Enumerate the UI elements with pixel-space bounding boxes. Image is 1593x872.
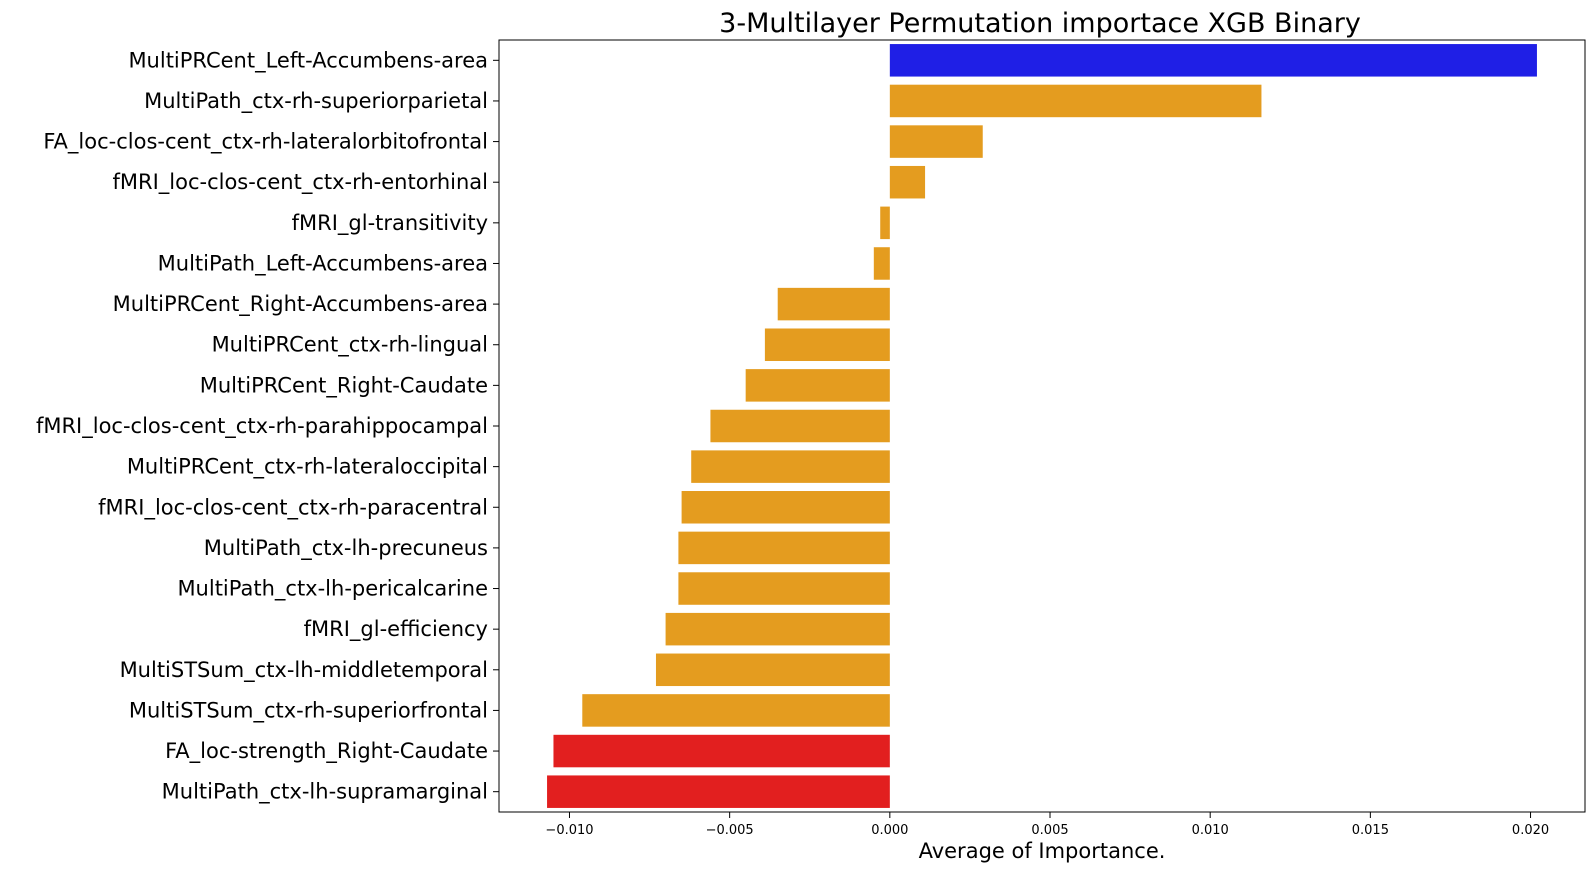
category-label: MultiPath_Left-Accumbens-area	[158, 251, 488, 276]
category-label: fMRI_loc-clos-cent_ctx-rh-parahippocampa…	[36, 414, 488, 439]
bar-6	[873, 247, 890, 280]
category-label: MultiPath_ctx-lh-supramarginal	[162, 780, 488, 805]
category-label: MultiPRCent_Right-Accumbens-area	[113, 292, 488, 317]
category-label: fMRI_gl-efficiency	[304, 617, 488, 642]
category-label: MultiPath_ctx-lh-pericalcarine	[177, 577, 488, 602]
bar-17	[582, 694, 890, 727]
x-tick-label: −0.010	[545, 823, 593, 838]
x-tick-label: 0.005	[1031, 823, 1068, 838]
x-tick-label: 0.000	[871, 823, 908, 838]
bar-4	[889, 165, 926, 199]
category-label: MultiSTSum_ctx-rh-superiorfrontal	[129, 698, 488, 723]
bar-3	[889, 125, 983, 158]
bar-10	[710, 409, 890, 443]
category-label: FA_loc-clos-cent_ctx-rh-lateralorbitofro…	[43, 130, 488, 155]
x-tick-label: 0.020	[1512, 823, 1549, 838]
x-axis-ticks: −0.010 −0.005 0.000 0.005 0.010 0.015 0.020	[545, 812, 1549, 838]
chart-title: 3-Multilayer Permutation importace XGB B…	[719, 8, 1361, 39]
bar-16	[655, 653, 890, 687]
bar-11	[691, 450, 890, 483]
category-label: MultiPRCent_Left-Accumbens-area	[128, 48, 488, 73]
bars-group	[547, 44, 1537, 808]
category-labels: MultiPRCent_Left-Accumbens-area MultiPath…	[36, 48, 499, 805]
bar-14	[678, 572, 890, 605]
category-label: MultiPRCent_ctx-rh-lateraloccipital	[127, 455, 488, 480]
category-label: MultiPath_ctx-lh-precuneus	[204, 536, 488, 561]
bar-12	[681, 491, 890, 524]
x-tick-label: −0.005	[706, 823, 754, 838]
category-label: fMRI_loc-clos-cent_ctx-rh-entorhinal	[112, 170, 488, 195]
bar-2	[889, 84, 1262, 118]
x-axis-label: Average of Importance.	[919, 839, 1166, 863]
bar-18	[553, 734, 890, 768]
bar-8	[764, 328, 890, 361]
category-label: MultiSTSum_ctx-lh-middletemporal	[120, 658, 488, 683]
bar-7	[777, 287, 890, 321]
bar-13	[678, 531, 890, 565]
bar-9	[745, 369, 890, 402]
category-label: MultiPath_ctx-rh-superiorparietal	[144, 89, 488, 114]
category-label: MultiPRCent_ctx-rh-lingual	[212, 333, 488, 358]
bar-1	[889, 44, 1537, 77]
bar-5	[880, 206, 890, 240]
category-label: fMRI_loc-clos-cent_ctx-rh-paracentral	[98, 495, 488, 520]
x-tick-label: 0.010	[1192, 823, 1229, 838]
bar-19	[547, 775, 890, 808]
category-label: fMRI_gl-transitivity	[292, 211, 488, 236]
category-label: MultiPRCent_Right-Caudate	[200, 373, 488, 398]
category-label: FA_loc-strength_Right-Caudate	[165, 739, 488, 764]
x-tick-label: 0.015	[1352, 823, 1389, 838]
bar-15	[665, 612, 890, 646]
